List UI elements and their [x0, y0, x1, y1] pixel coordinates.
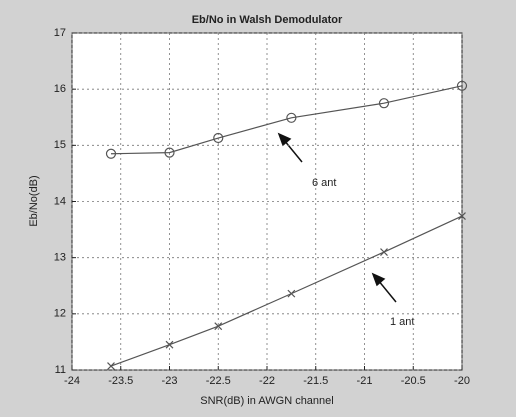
y-axis-label: Eb/No(dB) — [28, 175, 40, 226]
y-tick-label: 14 — [54, 195, 66, 207]
y-tick-label: 12 — [54, 308, 66, 320]
x-tick-label: -23 — [162, 375, 178, 387]
marker — [214, 322, 223, 331]
series-line — [110, 85, 463, 155]
marker — [458, 212, 466, 221]
x-tick-label: -21.5 — [303, 375, 328, 387]
marker — [107, 362, 115, 370]
marker — [213, 132, 224, 144]
x-tick-label: -22.5 — [206, 375, 231, 387]
series-line — [110, 215, 463, 367]
x-tick-label: -24 — [64, 375, 80, 387]
x-tick-label: -20.5 — [401, 375, 426, 387]
x-tick-label: -20 — [454, 375, 470, 387]
marker — [105, 148, 117, 159]
marker — [380, 248, 388, 256]
y-tick-label: 13 — [54, 252, 66, 264]
x-tick-label: -21 — [357, 375, 373, 387]
y-tick-label: 17 — [54, 27, 66, 39]
annotation: 1 ant — [390, 316, 414, 328]
marker — [165, 340, 174, 349]
x-axis-label: SNR(dB) in AWGN channel — [200, 395, 333, 407]
marker — [456, 80, 468, 91]
x-tick-label: -22 — [259, 375, 275, 387]
marker — [378, 98, 390, 109]
marker — [164, 147, 175, 158]
y-tick-label: 16 — [54, 83, 66, 95]
y-tick-label: 11 — [55, 364, 66, 376]
marker — [287, 289, 296, 298]
annotation: 6 ant — [312, 177, 336, 189]
x-tick-label: -23.5 — [108, 375, 133, 387]
marker — [286, 112, 297, 123]
y-tick-label: 15 — [54, 139, 66, 151]
chart-title: Eb/No in Walsh Demodulator — [192, 14, 343, 26]
arrow — [277, 132, 397, 303]
